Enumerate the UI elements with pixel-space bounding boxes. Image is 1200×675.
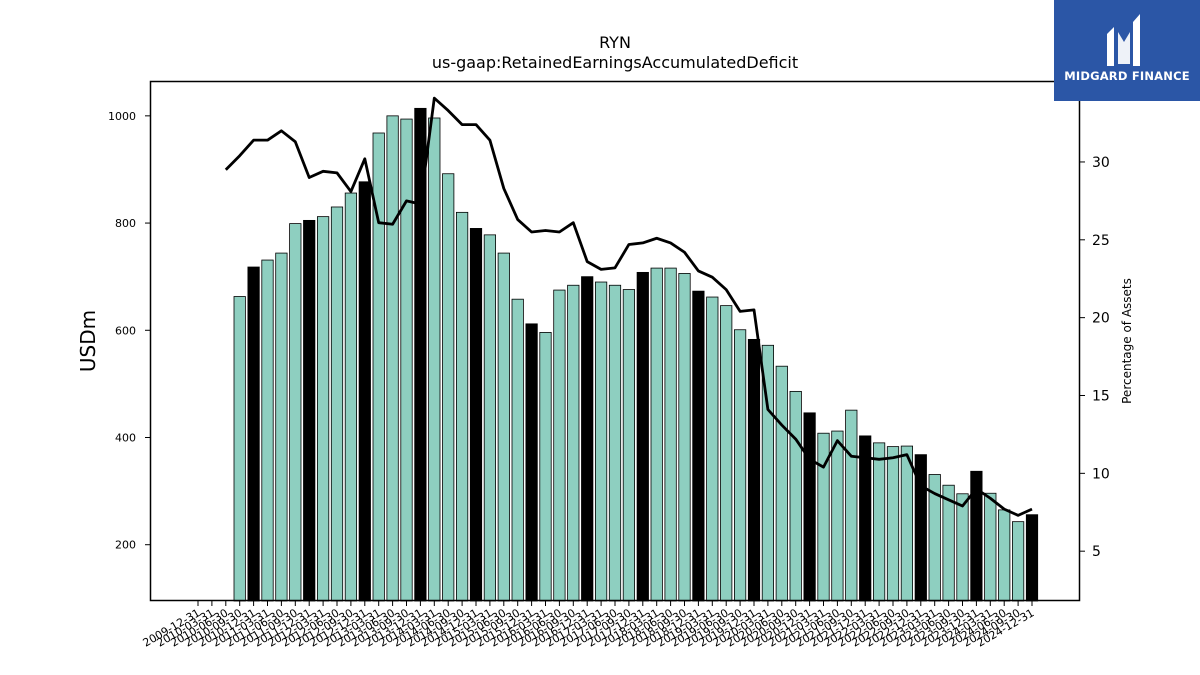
logo-text: MIDGARD FINANCE	[1064, 69, 1190, 83]
y-tick-label: 1000	[108, 110, 136, 123]
bar-group	[233, 107, 1039, 602]
bar	[622, 289, 636, 602]
bar	[1025, 514, 1039, 602]
bar	[706, 296, 719, 602]
y2-tick-label: 10	[1092, 466, 1110, 482]
percentage-of-assets-line	[224, 96, 1033, 517]
bar	[803, 412, 816, 602]
bar	[608, 284, 622, 602]
bar	[984, 492, 997, 602]
y2-axis-label: Percentage of Assets	[1120, 278, 1134, 404]
y2-tick-label: 25	[1092, 233, 1110, 249]
right-axis-ticks: 5 10 15 20 25 30	[1080, 155, 1110, 560]
bar	[233, 296, 246, 602]
chart-subtitle: us-gaap:RetainedEarningsAccumulatedDefic…	[432, 53, 798, 72]
y2-tick-label: 15	[1092, 388, 1110, 404]
bar	[386, 115, 399, 602]
y-tick-label: 800	[115, 217, 136, 230]
bar	[442, 173, 455, 602]
bar	[595, 281, 608, 602]
bar	[692, 290, 705, 602]
bar	[261, 259, 274, 602]
bar	[497, 252, 510, 602]
bar	[539, 332, 552, 602]
bar	[344, 192, 358, 602]
bar	[581, 276, 594, 602]
y-tick-label: 600	[115, 324, 136, 337]
bar	[330, 206, 344, 602]
bar	[775, 365, 788, 602]
bar	[358, 181, 371, 602]
y-tick-label: 200	[115, 539, 136, 552]
y-axis-label: USDm	[76, 310, 100, 372]
bar	[525, 323, 538, 602]
bar	[553, 289, 566, 602]
bar	[316, 216, 330, 602]
y2-tick-label: 20	[1092, 311, 1110, 327]
plot-frame	[149, 80, 1081, 602]
bar	[886, 446, 900, 602]
y2-tick-label: 30	[1092, 155, 1110, 171]
bar	[956, 493, 969, 602]
bar	[678, 273, 691, 602]
bar	[650, 267, 663, 602]
bar	[455, 211, 469, 602]
y2-tick-label: 5	[1092, 544, 1101, 560]
bar	[428, 117, 441, 602]
bar	[873, 442, 886, 602]
bar	[303, 219, 316, 602]
bar	[734, 329, 747, 602]
bar	[845, 409, 858, 602]
bar	[636, 271, 649, 602]
midgard-logo-icon	[1107, 14, 1140, 66]
bar	[789, 390, 802, 602]
y-tick-label: 400	[115, 431, 136, 444]
bar	[567, 284, 580, 602]
bar	[831, 430, 844, 602]
bar	[900, 445, 914, 602]
bar	[511, 298, 524, 602]
bar	[664, 267, 677, 602]
bar	[1012, 521, 1025, 602]
bar	[859, 435, 872, 602]
bar	[289, 223, 302, 602]
bar	[275, 252, 288, 602]
midgard-finance-logo: MIDGARD FINANCE	[1054, 0, 1200, 101]
bar	[483, 234, 497, 602]
bar	[247, 266, 260, 602]
bar	[720, 305, 733, 602]
x-axis-ticks: 2009-12-312010-03-312010-06-302010-09-30…	[141, 601, 1037, 650]
bar	[469, 228, 483, 602]
left-axis-ticks: 200 400 600 800 1000	[108, 110, 150, 552]
bar	[400, 118, 413, 602]
chart-title: RYN	[599, 33, 631, 52]
bar	[747, 338, 761, 602]
bar	[998, 509, 1011, 602]
